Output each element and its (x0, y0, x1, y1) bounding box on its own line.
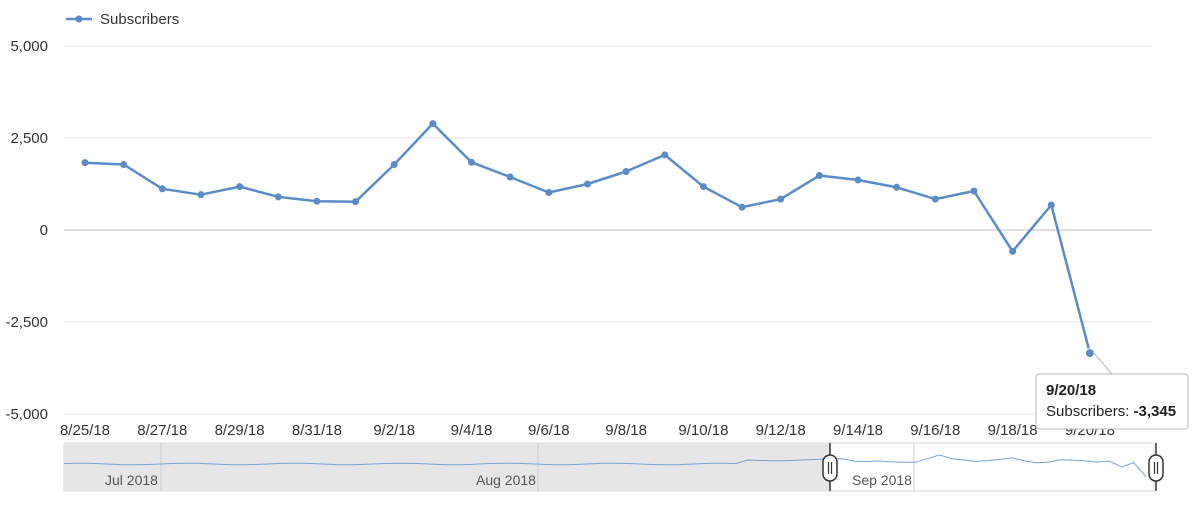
data-point[interactable] (236, 183, 244, 191)
data-point[interactable] (583, 180, 591, 188)
data-point[interactable] (777, 195, 785, 203)
navigator[interactable]: Jul 2018 Aug 2018 Sep 2018 (63, 442, 1164, 492)
data-point[interactable] (661, 151, 669, 159)
data-point[interactable] (352, 198, 360, 206)
data-point[interactable] (738, 203, 746, 211)
data-point[interactable] (274, 193, 282, 201)
tooltip-value: -3,345 (1134, 403, 1177, 420)
series-line-subscribers (84, 122, 1092, 354)
navigator-mask (64, 443, 830, 491)
x-tick-label: 9/18/18 (988, 422, 1038, 439)
data-point[interactable] (158, 185, 166, 193)
tooltip-label: Subscribers: (1046, 403, 1134, 420)
grid-layer (64, 45, 1152, 415)
data-point[interactable] (390, 160, 398, 168)
x-tick-label: 9/16/18 (910, 422, 960, 439)
legend-label: Subscribers (100, 11, 179, 28)
legend[interactable]: Subscribers (66, 11, 179, 28)
data-point[interactable] (854, 176, 862, 184)
x-tick-label: 8/27/18 (137, 422, 187, 439)
data-point[interactable] (468, 158, 475, 166)
data-point[interactable] (1047, 201, 1055, 209)
series-layer (81, 120, 1095, 359)
x-tick-label: 9/6/18 (528, 422, 570, 439)
data-point[interactable] (815, 172, 823, 180)
legend-marker (75, 15, 83, 23)
tooltip-connector (1092, 351, 1113, 375)
data-point[interactable] (931, 195, 939, 203)
tooltip: 9/20/18 Subscribers: -3,345 (1035, 351, 1189, 430)
x-tick-label: 8/29/18 (215, 422, 265, 439)
navigator-series-line (63, 454, 1147, 478)
data-point[interactable] (313, 197, 321, 205)
x-tick-label: 8/25/18 (60, 422, 110, 439)
data-point[interactable] (545, 188, 553, 196)
x-tick-label: 9/12/18 (756, 422, 806, 439)
x-tick-label: 9/8/18 (605, 422, 647, 439)
x-tick-label: 9/4/18 (451, 422, 493, 439)
data-point[interactable] (1084, 348, 1095, 359)
data-point[interactable] (699, 183, 707, 191)
y-tick-label: 5,000 (10, 38, 48, 55)
x-tick-label: 9/14/18 (833, 422, 883, 439)
y-axis-ticks: 5,000 2,500 0 -2,500 -5,000 (5, 38, 48, 423)
navigator-handle-left[interactable] (822, 443, 838, 491)
y-tick-label: -5,000 (5, 406, 48, 423)
navigator-handle-right[interactable] (1148, 443, 1164, 491)
data-point[interactable] (81, 159, 89, 167)
navigator-label-aug: Aug 2018 (476, 472, 536, 488)
tooltip-date: 9/20/18 (1046, 382, 1096, 399)
data-point[interactable] (429, 120, 437, 128)
y-tick-label: 0 (40, 222, 48, 239)
x-tick-label: 8/31/18 (292, 422, 342, 439)
tooltip-body: Subscribers: -3,345 (1046, 403, 1176, 420)
x-axis-ticks: 8/25/18 8/27/18 8/29/18 8/31/18 9/2/18 9/4/18… (60, 422, 1115, 439)
data-point[interactable] (622, 167, 630, 175)
data-point[interactable] (1009, 247, 1017, 255)
data-point[interactable] (970, 187, 978, 195)
navigator-label-jul: Jul 2018 (105, 472, 158, 488)
data-point[interactable] (893, 183, 901, 191)
data-point[interactable] (197, 191, 205, 199)
y-tick-label: -2,500 (5, 314, 48, 331)
data-point[interactable] (120, 160, 128, 168)
tooltip-box (1035, 373, 1189, 430)
navigator-label-sep: Sep 2018 (852, 472, 912, 488)
y-tick-label: 2,500 (10, 130, 48, 147)
x-tick-label: 9/10/18 (678, 422, 728, 439)
data-point[interactable] (506, 173, 514, 181)
x-tick-label: 9/2/18 (373, 422, 415, 439)
